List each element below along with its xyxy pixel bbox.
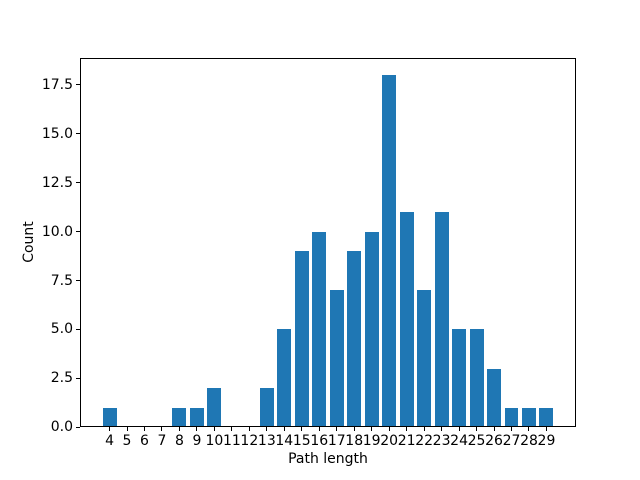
bar-24	[452, 329, 467, 427]
x-tick-mark	[493, 427, 495, 432]
bar-28	[521, 407, 536, 427]
x-tick-mark	[406, 427, 408, 432]
x-tick-mark	[458, 427, 460, 432]
x-tick-mark	[196, 427, 198, 432]
bar-10	[207, 388, 222, 427]
bar-9	[189, 407, 204, 427]
x-tick-label: 27	[502, 433, 521, 450]
bar-22	[417, 290, 432, 427]
bar-26	[487, 368, 501, 427]
y-tick-label: 5.0	[50, 321, 73, 338]
x-tick-label: 19	[362, 433, 381, 450]
bar-4	[102, 407, 117, 427]
x-tick-mark	[423, 427, 425, 432]
x-tick-label: 4	[105, 433, 114, 450]
bar-13	[259, 388, 274, 427]
x-tick-label: 23	[432, 433, 451, 450]
y-tick-label: 17.5	[41, 76, 73, 93]
y-tick-mark	[76, 377, 80, 379]
x-tick-mark	[213, 427, 215, 432]
bar-25	[469, 329, 484, 427]
y-tick-label: 10.0	[41, 223, 73, 240]
x-tick-label: 5	[122, 433, 132, 450]
x-tick-mark	[301, 427, 303, 432]
x-axis-label: Path length	[288, 451, 368, 467]
x-tick-label: 14	[275, 433, 294, 450]
y-tick-label: 2.5	[50, 370, 73, 387]
bar-29	[539, 407, 554, 427]
bar-21	[399, 212, 414, 427]
x-tick-label: 25	[467, 433, 486, 450]
x-tick-label: 9	[192, 433, 202, 450]
x-tick-mark	[528, 427, 530, 432]
x-tick-mark	[353, 427, 355, 432]
y-tick-mark	[76, 231, 80, 233]
x-tick-label: 20	[380, 433, 399, 450]
bar-19	[364, 231, 379, 427]
x-tick-label: 26	[485, 433, 503, 450]
x-tick-mark	[441, 427, 443, 432]
x-tick-label: 13	[257, 433, 276, 450]
x-tick-mark	[545, 427, 547, 432]
x-tick-label: 21	[397, 433, 416, 450]
bar-14	[277, 329, 292, 427]
bar-27	[504, 407, 519, 427]
y-tick-mark	[76, 84, 80, 86]
x-tick-mark	[336, 427, 338, 432]
y-tick-label: 12.5	[41, 174, 73, 191]
x-tick-mark	[109, 427, 111, 432]
bar-17	[329, 290, 344, 427]
y-tick-mark	[76, 182, 80, 184]
bar-8	[172, 407, 187, 427]
x-tick-mark	[476, 427, 478, 432]
x-tick-label: 22	[415, 433, 434, 450]
x-tick-label: 29	[537, 433, 556, 450]
x-tick-mark	[248, 427, 250, 432]
x-tick-mark	[126, 427, 128, 432]
y-tick-mark	[76, 328, 80, 330]
x-tick-mark	[371, 427, 373, 432]
x-tick-label: 6	[140, 433, 149, 450]
x-tick-label: 15	[292, 433, 311, 450]
y-tick-label: 15.0	[41, 125, 73, 142]
x-tick-label: 7	[157, 433, 167, 450]
x-tick-mark	[266, 427, 268, 432]
plot-area	[80, 57, 576, 428]
y-tick-label: 7.5	[50, 272, 73, 289]
x-tick-mark	[511, 427, 512, 432]
x-tick-mark	[388, 427, 390, 432]
x-tick-label: 24	[450, 433, 468, 450]
x-tick-label: 10	[205, 433, 224, 450]
x-tick-label: 18	[345, 433, 364, 450]
x-tick-mark	[283, 427, 285, 432]
x-tick-mark	[231, 427, 233, 432]
x-tick-label: 28	[520, 433, 538, 450]
x-tick-label: 16	[310, 433, 329, 450]
x-tick-label: 17	[327, 433, 346, 450]
y-tick-label: 0.0	[50, 419, 73, 436]
bar-15	[294, 251, 309, 427]
x-tick-label: 8	[174, 433, 184, 450]
x-tick-mark	[178, 427, 180, 432]
x-tick-label: 12	[240, 433, 259, 450]
x-tick-mark	[161, 427, 163, 432]
bar-18	[347, 251, 362, 427]
x-tick-label: 11	[222, 433, 241, 450]
bar-16	[312, 231, 327, 427]
x-tick-mark	[143, 427, 145, 432]
x-tick-mark	[318, 427, 320, 432]
bar-23	[434, 212, 449, 427]
bar-20	[382, 75, 397, 427]
y-tick-mark	[76, 426, 80, 428]
y-tick-mark	[76, 280, 80, 282]
y-tick-mark	[76, 133, 80, 135]
